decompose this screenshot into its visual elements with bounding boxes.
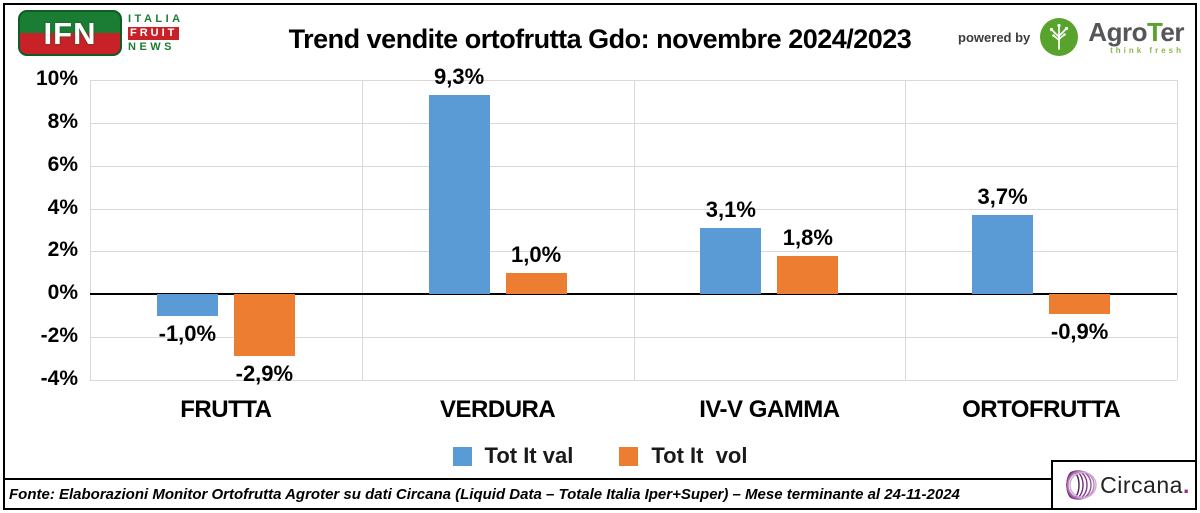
bar-tot-it-val-ortofrutta — [972, 215, 1034, 295]
y-tick-label-10: 10% — [35, 67, 78, 90]
y-tick-label-2: 2% — [47, 238, 78, 262]
bar-tot-it-val-iv-v-gamma — [700, 227, 762, 295]
ifn-badge-text: IFN — [43, 15, 97, 51]
ifn-wordmark: ITALIA FRUIT NEWS — [128, 13, 184, 54]
y-tick-label--2: -2% — [40, 324, 78, 348]
chart-legend: Tot It val Tot It vol — [0, 443, 1200, 469]
bar-tot-it-vol-verdura — [505, 272, 567, 295]
bar-value-label-tot-it-val-iv-v-gamma: 3,1% — [705, 196, 756, 222]
gridline-h--4 — [90, 380, 1177, 381]
agroter-tagline: think fresh — [1110, 46, 1184, 55]
bar-tot-it-val-frutta — [156, 294, 218, 316]
bar-value-label-tot-it-val-verdura: 9,3% — [434, 64, 485, 89]
footer-divider — [5, 478, 1195, 480]
bar-value-label-tot-it-vol-ortofrutta: -0,9% — [1050, 318, 1109, 344]
ifn-badge: IFN — [18, 10, 122, 56]
gridline-v-3 — [905, 80, 907, 380]
bar-value-label-tot-it-vol-verdura: 1,0% — [511, 241, 562, 267]
y-tick-label--4: -4% — [40, 367, 78, 390]
y-tick-label-0: 0% — [47, 281, 78, 305]
circana-logo: Circana. — [1051, 460, 1197, 510]
bar-value-label-tot-it-val-ortofrutta: 3,7% — [977, 184, 1028, 209]
legend-item-vol: Tot It vol — [619, 443, 747, 469]
category-label-verdura: VERDURA — [440, 396, 556, 423]
y-tick-label-8: 8% — [47, 109, 78, 133]
bar-tot-it-vol-frutta — [233, 294, 295, 357]
legend-label-val: Tot It val — [484, 443, 574, 468]
ifn-wordmark-fruit: FRUIT — [128, 26, 180, 40]
category-label-iv-v-gamma: IV-V GAMMA — [699, 396, 840, 423]
gridline-v-4 — [1177, 80, 1178, 380]
legend-label-vol: Tot It vol — [651, 443, 748, 468]
circana-rings-icon — [1066, 470, 1097, 500]
bar-tot-it-vol-ortofrutta — [1049, 294, 1111, 314]
legend-swatch-val — [452, 446, 472, 466]
ifn-wordmark-news: NEWS — [128, 40, 175, 53]
y-tick-label-6: 6% — [47, 152, 78, 176]
footer-source: Fonte: Elaborazioni Monitor Ortofrutta A… — [9, 486, 960, 503]
ifn-wordmark-italia: ITALIA — [128, 12, 184, 25]
gridline-v-2 — [633, 80, 635, 380]
circana-wordmark: Circana. — [1100, 471, 1190, 498]
x-axis-zero-line — [90, 293, 1177, 296]
agroter-name: AgroTer — [1088, 17, 1184, 47]
page-title: Trend vendite ortofrutta Gdo: novembre 2… — [288, 24, 912, 54]
bar-value-label-tot-it-vol-iv-v-gamma: 1,8% — [782, 224, 833, 250]
gridline-v-1 — [361, 80, 363, 380]
ifn-logo: IFN ITALIA FRUIT NEWS — [18, 10, 184, 56]
category-label-ortofrutta: ORTOFRUTTA — [962, 396, 1121, 423]
bar-value-label-tot-it-vol-frutta: -2,9% — [235, 361, 294, 387]
bar-value-label-tot-it-val-frutta: -1,0% — [158, 320, 217, 346]
agroter-wordmark: AgroTer think fresh — [1088, 19, 1184, 55]
agroter-logo: powered by — [958, 18, 1184, 56]
powered-by-label: powered by — [958, 29, 1031, 45]
bar-tot-it-val-verdura — [428, 95, 490, 295]
y-tick-label-4: 4% — [47, 195, 78, 219]
category-label-frutta: FRUTTA — [180, 396, 272, 423]
legend-swatch-vol — [619, 446, 639, 466]
bar-tot-it-vol-iv-v-gamma — [777, 255, 839, 295]
agroter-tree-icon — [1040, 18, 1079, 56]
legend-item-val: Tot It val — [452, 443, 574, 469]
gridline-v-0 — [90, 80, 91, 380]
